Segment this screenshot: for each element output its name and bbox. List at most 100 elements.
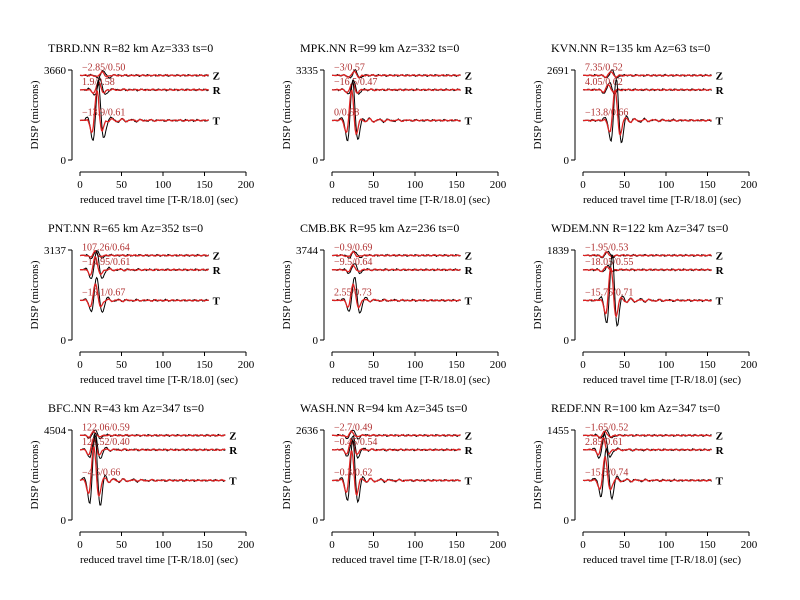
y-max-label: 3744 bbox=[296, 245, 319, 257]
subplot-title: MPK.NN R=99 km Az=332 ts=0 bbox=[300, 41, 459, 55]
synthetic-trace-r bbox=[582, 266, 712, 273]
synthetic-trace-r bbox=[582, 83, 712, 94]
y-axis-label: DISP (microns) bbox=[532, 80, 544, 149]
subplot: WDEM.NN R=122 km Az=347 ts=0 1839 0 DISP (m… bbox=[532, 221, 758, 386]
x-tick-label: 200 bbox=[238, 179, 255, 191]
trace-annotation: 107.26/0.64 bbox=[82, 242, 130, 253]
synthetic-trace-z bbox=[332, 70, 461, 79]
x-tick-label: 200 bbox=[238, 539, 255, 551]
trace-annotation: −4.5/0.66 bbox=[82, 467, 120, 478]
x-tick-label: 100 bbox=[407, 359, 424, 371]
component-label: Z bbox=[465, 250, 472, 262]
component-label: Z bbox=[229, 430, 236, 442]
component-label: Z bbox=[465, 430, 472, 442]
x-tick-label: 100 bbox=[658, 179, 675, 191]
x-tick-label: 150 bbox=[196, 179, 213, 191]
component-label: R bbox=[213, 85, 222, 97]
x-tick-label: 0 bbox=[77, 179, 83, 191]
y-max-label: 3335 bbox=[296, 65, 319, 77]
y-min-label: 0 bbox=[564, 335, 570, 347]
x-tick-label: 150 bbox=[699, 539, 716, 551]
synthetic-trace-t bbox=[582, 90, 712, 136]
x-tick-label: 50 bbox=[619, 179, 631, 191]
y-min-label: 0 bbox=[61, 515, 67, 527]
subplot: MPK.NN R=99 km Az=332 ts=0 3335 0 DISP (mic… bbox=[281, 41, 507, 206]
component-label: T bbox=[229, 475, 237, 487]
x-tick-label: 50 bbox=[368, 179, 380, 191]
synthetic-trace-r bbox=[79, 81, 210, 95]
x-tick-label: 0 bbox=[329, 359, 335, 371]
x-tick-label: 100 bbox=[407, 539, 424, 551]
synthetic-trace-t bbox=[79, 446, 226, 498]
component-label: T bbox=[716, 295, 724, 307]
trace-annotation: −9.5/0.64 bbox=[334, 257, 372, 268]
synthetic-trace-t bbox=[582, 455, 712, 491]
y-axis-label: DISP (microns) bbox=[532, 440, 544, 509]
subplot: TBRD.NN R=82 km Az=333 ts=0 3660 0 DISP (mi… bbox=[29, 41, 255, 206]
synthetic-trace-z bbox=[79, 249, 209, 258]
trace-annotation: −15.75/0.71 bbox=[585, 287, 633, 298]
x-axis-label: reduced travel time [T-R/18.0] (sec) bbox=[332, 554, 490, 566]
trace-annotation: 4.05/0.62 bbox=[585, 77, 623, 88]
x-tick-label: 100 bbox=[155, 179, 172, 191]
trace-annotation: −15.1/0.67 bbox=[82, 287, 125, 298]
x-axis-label: reduced travel time [T-R/18.0] (sec) bbox=[583, 554, 741, 566]
synthetic-trace-t bbox=[332, 283, 461, 310]
subplot-title: KVN.NN R=135 km Az=63 ts=0 bbox=[551, 41, 710, 55]
y-max-label: 1839 bbox=[547, 245, 570, 257]
component-label: R bbox=[213, 265, 222, 277]
component-label: R bbox=[716, 445, 725, 457]
x-tick-label: 0 bbox=[580, 359, 586, 371]
x-tick-label: 100 bbox=[155, 359, 172, 371]
x-tick-label: 50 bbox=[368, 359, 380, 371]
x-tick-label: 0 bbox=[580, 539, 586, 551]
x-tick-label: 50 bbox=[619, 359, 631, 371]
y-max-label: 3660 bbox=[44, 65, 67, 77]
x-tick-label: 150 bbox=[448, 359, 465, 371]
trace-annotation: 128.52/0.40 bbox=[82, 437, 130, 448]
synthetic-trace-r bbox=[331, 263, 461, 273]
trace-annotation: −0.45/0.54 bbox=[334, 437, 377, 448]
subplot: CMB.BK R=95 km Az=236 ts=0 3744 0 DISP (mic… bbox=[281, 221, 507, 386]
x-axis-label: reduced travel time [T-R/18.0] (sec) bbox=[80, 554, 238, 566]
synthetic-trace-t bbox=[79, 90, 209, 134]
x-tick-label: 50 bbox=[116, 179, 128, 191]
component-label: Z bbox=[716, 250, 723, 262]
component-label: R bbox=[716, 265, 725, 277]
synthetic-trace-t bbox=[583, 267, 713, 319]
subplot: REDF.NN R=100 km Az=347 ts=0 1455 0 DISP (m… bbox=[532, 401, 758, 566]
synthetic-trace-z bbox=[583, 71, 713, 78]
trace-annotation: 0/0.58 bbox=[334, 107, 359, 118]
trace-annotation: −1.95/0.53 bbox=[585, 242, 628, 253]
subplot-title: WDEM.NN R=122 km Az=347 ts=0 bbox=[551, 221, 728, 235]
subplot: KVN.NN R=135 km Az=63 ts=0 2691 0 DISP (mic… bbox=[532, 41, 758, 206]
trace-annotation: −18.05/0.55 bbox=[585, 257, 633, 268]
synthetic-trace-z bbox=[332, 250, 461, 258]
trace-annotation: 7.35/0.52 bbox=[585, 62, 623, 73]
x-tick-label: 200 bbox=[490, 539, 507, 551]
x-tick-label: 0 bbox=[580, 179, 586, 191]
synthetic-trace-r bbox=[583, 437, 712, 457]
trace-annotation: −16.5/0.47 bbox=[334, 77, 377, 88]
synthetic-trace-z bbox=[80, 430, 226, 439]
x-tick-label: 100 bbox=[658, 359, 675, 371]
x-tick-label: 100 bbox=[407, 179, 424, 191]
y-max-label: 1455 bbox=[547, 425, 570, 437]
component-label: R bbox=[465, 85, 474, 97]
x-tick-label: 200 bbox=[490, 179, 507, 191]
x-tick-label: 150 bbox=[699, 359, 716, 371]
x-tick-label: 200 bbox=[741, 179, 758, 191]
y-min-label: 0 bbox=[564, 155, 570, 167]
component-label: Z bbox=[213, 70, 220, 82]
subplot: BFC.NN R=43 km Az=347 ts=0 4504 0 DISP (mic… bbox=[29, 401, 255, 566]
y-axis-label: DISP (microns) bbox=[281, 260, 293, 329]
x-axis-label: reduced travel time [T-R/18.0] (sec) bbox=[80, 374, 238, 386]
x-tick-label: 150 bbox=[448, 179, 465, 191]
x-tick-label: 200 bbox=[238, 359, 255, 371]
trace-annotation: −0.9/0.69 bbox=[334, 242, 372, 253]
component-label: R bbox=[229, 445, 238, 457]
y-max-label: 3137 bbox=[44, 245, 67, 257]
x-tick-label: 150 bbox=[196, 539, 213, 551]
subplot-title: CMB.BK R=95 km Az=236 ts=0 bbox=[300, 221, 459, 235]
